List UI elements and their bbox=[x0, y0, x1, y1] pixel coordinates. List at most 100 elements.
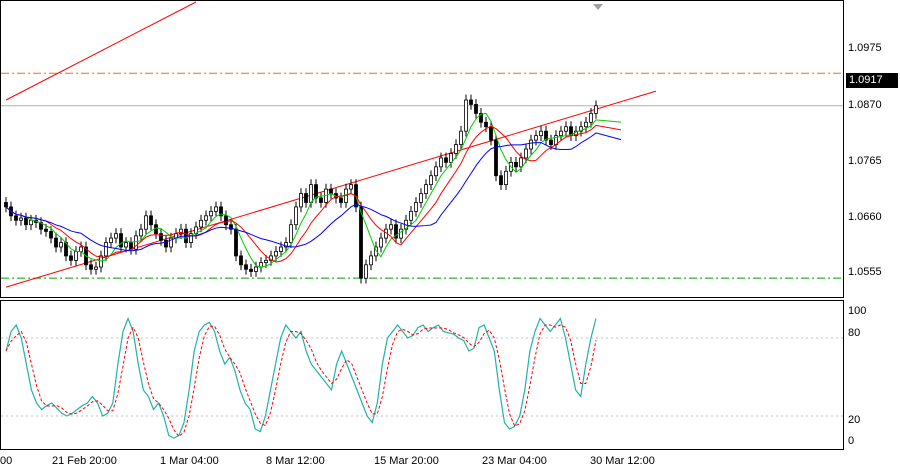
candle-body bbox=[159, 233, 163, 241]
time-tick-7: 30 Mar 12:00 bbox=[590, 455, 655, 467]
candle-body bbox=[284, 242, 288, 248]
price-tick-5: 1.0555 bbox=[848, 266, 882, 278]
osc-tick-80: 80 bbox=[848, 327, 861, 339]
main-chart-frame bbox=[0, 0, 844, 298]
candle-body bbox=[249, 268, 253, 272]
osc-tick-100: 100 bbox=[848, 305, 867, 317]
candle-body bbox=[359, 206, 363, 279]
candle-body bbox=[244, 264, 248, 270]
candle-body bbox=[94, 266, 98, 270]
candle-body bbox=[79, 246, 83, 252]
candle-body bbox=[154, 224, 158, 235]
candle-body bbox=[479, 112, 483, 123]
osc-tick-20: 20 bbox=[848, 414, 861, 426]
candle-body bbox=[469, 99, 473, 105]
candle-body bbox=[519, 157, 523, 168]
scroll-marker-icon[interactable] bbox=[593, 4, 603, 10]
time-tick-2: 21 Feb 20:00 bbox=[52, 455, 117, 467]
candle-body bbox=[329, 188, 333, 194]
candle-body bbox=[504, 170, 508, 186]
candle-body bbox=[189, 233, 193, 243]
candle-body bbox=[444, 157, 448, 163]
price-tick-4: 1.0660 bbox=[848, 211, 882, 223]
candle-body bbox=[214, 206, 218, 212]
candle-body bbox=[314, 184, 318, 199]
candle-body bbox=[544, 130, 548, 141]
candle-body bbox=[484, 121, 488, 128]
candle-body bbox=[539, 130, 543, 137]
candle-body bbox=[374, 246, 378, 257]
time-tick-4: 8 Mar 12:00 bbox=[266, 455, 325, 467]
time-tick-1: 00 bbox=[0, 455, 13, 467]
candle-body bbox=[439, 157, 443, 168]
time-tick-6: 23 Mar 04:00 bbox=[482, 455, 547, 467]
price-layer bbox=[1, 1, 843, 288]
candle-body bbox=[169, 237, 173, 248]
candle-body bbox=[449, 153, 453, 163]
current-price-badge: 1.0917 bbox=[846, 73, 898, 88]
oscillator-layer bbox=[1, 316, 843, 439]
candle-body bbox=[394, 224, 398, 239]
candle-body bbox=[179, 228, 183, 235]
time-tick-3: 1 Mar 04:00 bbox=[160, 455, 219, 467]
candle-body bbox=[594, 105, 598, 114]
candle-body bbox=[529, 139, 533, 150]
moving-average-line-1 bbox=[5, 124, 622, 263]
candle-body bbox=[44, 228, 48, 232]
candle-body bbox=[119, 233, 123, 248]
candle-body bbox=[139, 228, 143, 237]
candle-body bbox=[559, 130, 563, 137]
candle-body bbox=[499, 175, 503, 186]
time-tick-5: 15 Mar 20:00 bbox=[374, 455, 439, 467]
candle-body bbox=[239, 255, 243, 266]
candle-body bbox=[294, 206, 298, 226]
candle-body bbox=[279, 246, 283, 252]
candle-body bbox=[579, 126, 583, 132]
candle-body bbox=[464, 99, 468, 132]
candle-body bbox=[209, 210, 213, 217]
candle-body bbox=[219, 206, 223, 217]
candle-body bbox=[584, 121, 588, 128]
candle-body bbox=[339, 197, 343, 203]
candle-body bbox=[494, 139, 498, 177]
candle-body bbox=[149, 215, 153, 226]
candle-body bbox=[24, 217, 28, 226]
candle-body bbox=[549, 139, 553, 145]
candle-body bbox=[14, 215, 18, 221]
candle-body bbox=[264, 259, 268, 263]
candle-body bbox=[454, 144, 458, 154]
candle-body bbox=[54, 237, 58, 248]
candle-body bbox=[364, 264, 368, 279]
candle-body bbox=[164, 239, 168, 248]
candle-body bbox=[224, 215, 228, 226]
candle-body bbox=[534, 135, 538, 141]
candle-body bbox=[524, 148, 528, 159]
candle-body bbox=[49, 231, 53, 239]
candle-body bbox=[409, 210, 413, 221]
candle-body bbox=[199, 219, 203, 228]
candle-body bbox=[274, 251, 278, 257]
candle-body bbox=[299, 193, 303, 208]
candle-body bbox=[124, 242, 128, 248]
candle-body bbox=[89, 264, 93, 270]
price-tick-2: 1.0870 bbox=[848, 99, 882, 111]
candle-body bbox=[74, 251, 78, 261]
candle-body bbox=[459, 130, 463, 145]
candle-body bbox=[69, 255, 73, 261]
candle-body bbox=[29, 219, 33, 226]
candle-body bbox=[99, 255, 103, 268]
candle-body bbox=[309, 184, 313, 203]
moving-average-line-2 bbox=[5, 132, 622, 252]
candle-body bbox=[114, 233, 118, 239]
candle-body bbox=[144, 215, 148, 230]
candle-body bbox=[109, 237, 113, 243]
candle-body bbox=[474, 104, 478, 114]
candle-body bbox=[514, 161, 518, 168]
osc-tick-0: 0 bbox=[848, 435, 855, 447]
price-tick-1: 1.0975 bbox=[848, 42, 882, 54]
candle-body bbox=[254, 266, 258, 272]
candle-body bbox=[434, 166, 438, 177]
candle-body bbox=[429, 175, 433, 186]
candle-body bbox=[419, 193, 423, 203]
